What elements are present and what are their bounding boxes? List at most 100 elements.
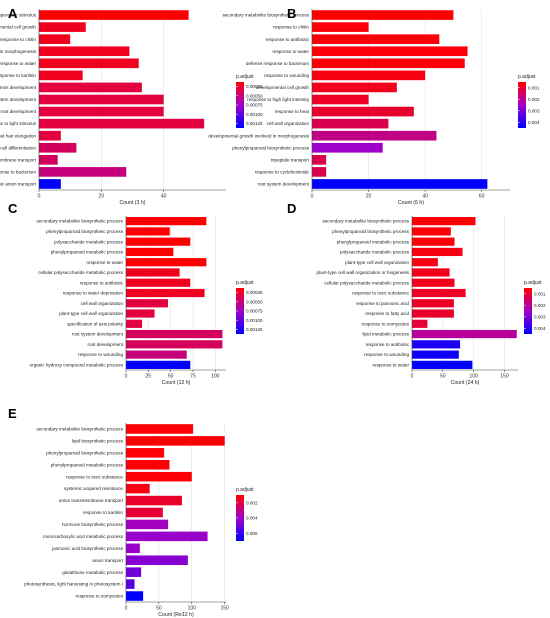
x-tick-label: 75	[190, 374, 196, 380]
x-tick-label: 60	[479, 194, 485, 200]
panel-a: Aresponse to temperature stimulus develop…	[0, 6, 263, 206]
category-label: response to oomycetes	[76, 594, 124, 599]
bar	[412, 319, 428, 328]
legend-colorbar	[236, 288, 244, 334]
bar	[39, 34, 71, 44]
bar	[126, 309, 155, 318]
category-label: secondary metabolite biosynthetic proces…	[222, 13, 309, 18]
bar	[126, 424, 194, 434]
legend-colorbar	[518, 82, 526, 128]
x-tick-label: 40	[161, 194, 167, 200]
bar	[126, 299, 168, 308]
panel-label: B	[287, 6, 296, 21]
category-label: response to antibiotic	[366, 342, 410, 347]
bar	[412, 329, 517, 339]
bar	[412, 237, 455, 246]
x-tick-label: 0	[311, 194, 314, 200]
category-label: anion transmembrane transport	[59, 498, 124, 503]
x-tick-label: 40	[422, 194, 428, 200]
bar	[126, 436, 225, 446]
category-label: response to temperature stimulus	[0, 13, 37, 18]
x-tick-label: 100	[188, 606, 197, 612]
category-label: response to karrikin	[83, 510, 124, 515]
category-label: response to chitin	[273, 25, 309, 30]
category-label: photosynthesis, light harvesting in phot…	[24, 582, 123, 587]
bar	[39, 106, 164, 117]
legend-tick-label: 0.003	[528, 108, 540, 113]
category-label: response to fatty acid	[365, 311, 409, 316]
legend-title: p.adjust	[236, 487, 254, 493]
category-label: jasmonic acid biosynthetic process	[51, 546, 123, 551]
legend-tick-label: 0.00100	[246, 318, 263, 323]
x-tick-label: 50	[168, 374, 174, 380]
bar	[412, 299, 454, 308]
panel-label: C	[8, 201, 18, 216]
legend-tick-label: 0.00075	[246, 103, 263, 108]
category-label: polysaccharide metabolic process	[340, 250, 410, 255]
legend-tick-label: 0.004	[534, 326, 546, 331]
bar	[39, 46, 130, 57]
bar	[126, 448, 165, 458]
bar	[312, 82, 397, 93]
bar	[412, 268, 450, 277]
bar	[126, 350, 187, 359]
category-label: organic hydroxy compound metabolic proce…	[30, 362, 124, 367]
legend-tick-label: 0.002	[246, 500, 258, 505]
category-label: developmental cell growth	[0, 25, 36, 30]
x-tick-label: 0	[125, 374, 128, 380]
category-label: response to high light intensity	[247, 97, 310, 102]
legend-tick-label: 0.00100	[246, 112, 263, 117]
bar	[412, 350, 459, 359]
category-label: response to oomycetes	[362, 321, 410, 326]
x-tick-label: 100	[469, 374, 478, 380]
category-label: response to bacterium	[0, 170, 36, 175]
legend-tick-label: 0.00125	[246, 327, 263, 332]
category-label: response to wounding	[264, 73, 309, 78]
legend-tick-label: 0.00125	[246, 121, 263, 126]
category-label: developmental growth involved in morphog…	[0, 49, 37, 54]
legend-tick-label: 0.001	[534, 291, 546, 296]
category-label: response to water	[272, 49, 309, 54]
category-label: secondary metabolite biosynthetic proces…	[322, 219, 409, 224]
bar	[312, 10, 454, 20]
category-label: lipid metabolic process	[363, 332, 410, 337]
legend-tick-label: 0.00050	[246, 93, 263, 98]
category-label: inorganic anion transport	[0, 182, 37, 187]
legend-tick-label: 0.00025	[246, 290, 263, 295]
bar	[39, 70, 83, 81]
bar	[126, 340, 223, 349]
bar	[126, 543, 140, 554]
category-label: response to water	[86, 260, 123, 265]
category-label: defense response to bacterium	[246, 61, 309, 66]
legend-title: p.adjust	[518, 74, 536, 80]
bar	[126, 217, 207, 226]
bar	[126, 555, 188, 566]
category-label: phenylpropanoid metabolic process	[51, 462, 124, 467]
legend-tick-label: 0.002	[528, 97, 540, 102]
category-label: cellular polysaccharide metabolic proces…	[38, 270, 123, 275]
bar	[39, 179, 61, 189]
category-label: lipid biosynthetic process	[72, 439, 124, 444]
legend-tick-label: 0.002	[534, 303, 546, 308]
bar	[312, 106, 414, 117]
bar	[412, 309, 454, 318]
panel-label: E	[8, 406, 17, 421]
legend-title: p.adjust	[524, 280, 542, 286]
category-label: phenylpropanoid biosynthetic process	[46, 450, 124, 455]
x-tick-label: 150	[500, 374, 509, 380]
category-label: plant epidermal cell differentiation	[0, 145, 36, 150]
legend-colorbar	[524, 288, 532, 334]
bar	[39, 130, 61, 141]
category-label: response to water deprivation	[63, 291, 124, 296]
bar	[126, 459, 170, 470]
bar	[412, 217, 476, 226]
category-label: developmental growth involved in morphog…	[208, 133, 309, 138]
legend-tick-label: 0.006	[246, 531, 258, 536]
bar	[312, 70, 426, 81]
category-label: glutathione metabolic process	[62, 570, 123, 575]
x-axis-title: Count (3 h)	[120, 200, 146, 206]
bar	[39, 94, 164, 105]
category-label: plant epidermis development	[0, 85, 37, 90]
